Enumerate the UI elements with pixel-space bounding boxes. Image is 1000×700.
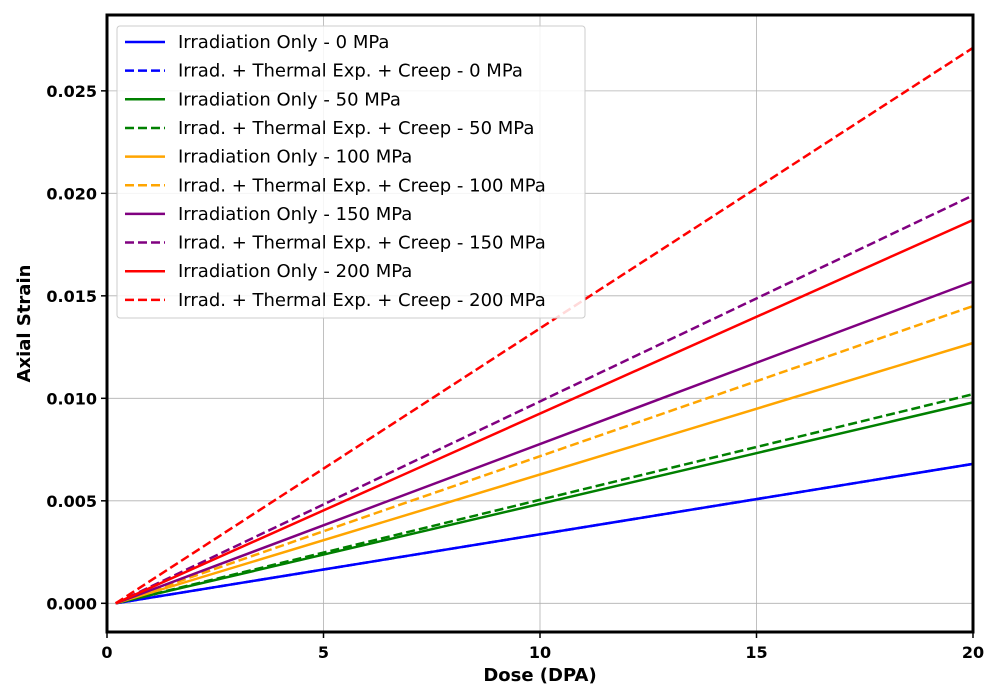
y-tick-label: 0.000: [46, 594, 97, 613]
legend-entry: Irradiation Only - 0 MPa: [178, 32, 389, 53]
series-lines: [115, 46, 974, 605]
legend-entry: Irradiation Only - 100 MPa: [178, 147, 412, 168]
x-tick-label: 0: [101, 643, 112, 662]
y-tick-label: 0.025: [46, 82, 97, 101]
series-line-4: [115, 341, 974, 605]
legend-entry: Irradiation Only - 150 MPa: [178, 204, 412, 225]
axis-ticks: 0 5 10 15 20 0.000 0.005 0.010 0.015 0.020 0.025: [46, 82, 984, 662]
series-line-2: [115, 401, 974, 605]
x-axis-title: Dose (DPA): [483, 665, 596, 686]
y-tick-label: 0.015: [46, 287, 97, 306]
y-tick-label: 0.005: [46, 492, 97, 511]
legend-box: [116, 25, 586, 319]
legend-entry: Irrad. + Thermal Exp. + Creep - 100 MPa: [178, 175, 546, 196]
x-tick-label: 10: [529, 643, 551, 662]
legend: Irradiation Only - 0 MPa Irrad. + Thermal…: [116, 25, 586, 319]
legend-entry: Irrad. + Thermal Exp. + Creep - 150 MPa: [178, 233, 546, 254]
x-tick-label: 5: [318, 643, 329, 662]
series-line-5: [115, 304, 974, 605]
x-tick-label: 20: [962, 643, 984, 662]
series-line-6: [115, 280, 974, 605]
legend-entry: Irrad. + Thermal Exp. + Creep - 200 MPa: [178, 290, 546, 311]
x-tick-label: 15: [745, 643, 767, 662]
legend-entry: Irradiation Only - 200 MPa: [178, 261, 412, 282]
legend-entry: Irradiation Only - 50 MPa: [178, 89, 401, 110]
series-line-9: [115, 46, 974, 605]
y-axis-title: Axial Strain: [14, 265, 35, 383]
series-line-8: [115, 218, 974, 605]
y-tick-label: 0.020: [46, 184, 97, 203]
series-line-7: [115, 194, 974, 605]
y-tick-label: 0.010: [46, 389, 97, 408]
legend-entry: Irrad. + Thermal Exp. + Creep - 0 MPa: [178, 61, 523, 82]
legend-entry: Irrad. + Thermal Exp. + Creep - 50 MPa: [178, 118, 534, 139]
series-line-1: [115, 462, 974, 605]
series-line-3: [115, 392, 974, 605]
